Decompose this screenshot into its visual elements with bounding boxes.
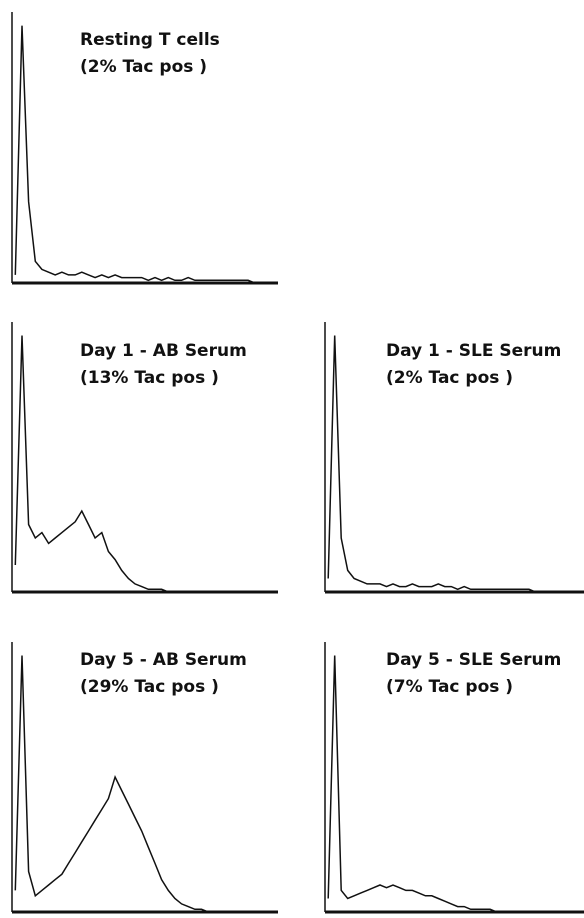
histogram-line — [14, 655, 275, 913]
panel-title: Day 1 - SLE Serum — [386, 341, 561, 361]
panel-title: Day 5 - SLE Serum — [386, 650, 561, 670]
panel-subtitle: (2% Tac pos ) — [80, 57, 207, 77]
panel-subtitle: (13% Tac pos ) — [80, 368, 219, 388]
histogram-line — [14, 335, 275, 593]
panel-title: Day 5 - AB Serum — [80, 650, 247, 670]
panel-title: Resting T cells — [80, 30, 220, 50]
histogram-line — [327, 655, 581, 913]
panel-title: Day 1 - AB Serum — [80, 341, 247, 361]
panel-subtitle: (2% Tac pos ) — [386, 368, 513, 388]
panel-subtitle: (7% Tac pos ) — [386, 677, 513, 697]
panel-subtitle: (29% Tac pos ) — [80, 677, 219, 697]
histogram-line — [327, 335, 581, 593]
histogram-line — [14, 25, 275, 284]
